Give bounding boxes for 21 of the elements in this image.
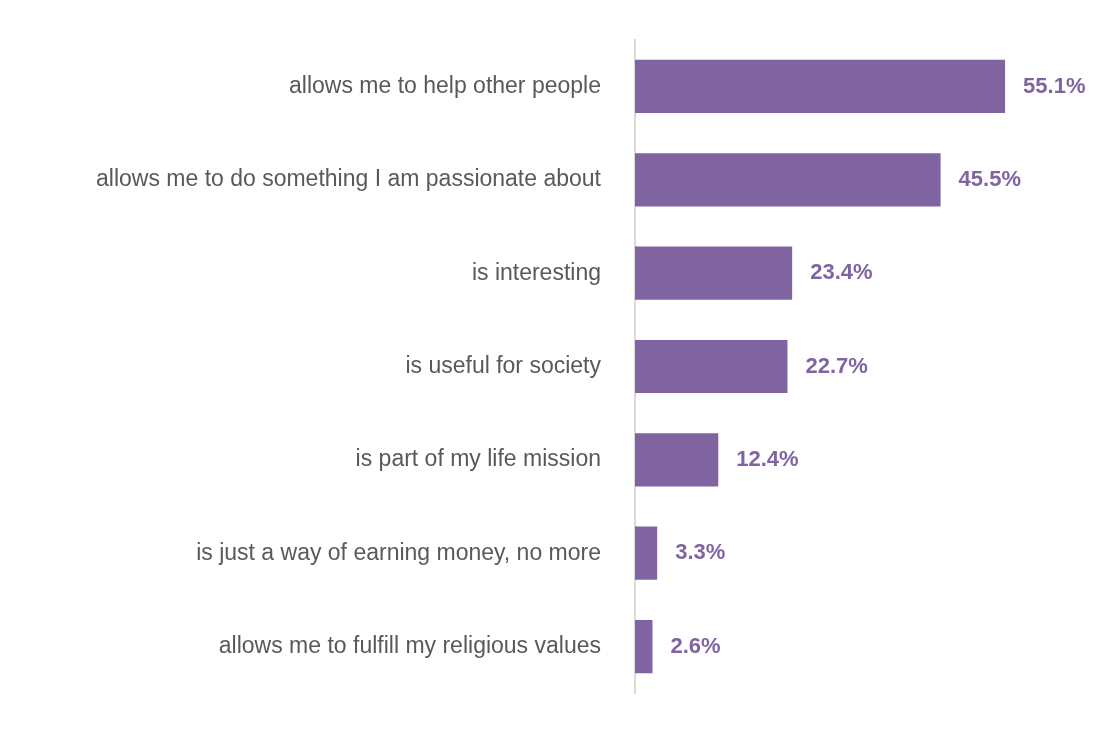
- data-label: 12.4%: [736, 445, 799, 471]
- data-label: 22.7%: [805, 352, 868, 378]
- data-label: 2.6%: [670, 632, 721, 658]
- y-tick-label: is part of my life mission: [355, 445, 601, 472]
- bar: [635, 246, 793, 300]
- data-label: 23.4%: [810, 259, 873, 285]
- bar: [635, 59, 1006, 114]
- data-label: 45.5%: [958, 165, 1021, 191]
- y-tick-label: allows me to do something I am passionate about: [95, 165, 602, 192]
- y-tick-label: is useful for society: [405, 351, 602, 378]
- bar: [635, 619, 653, 674]
- data-label: 55.1%: [1023, 72, 1086, 98]
- y-tick-label: allows me to fulfill my religious values: [218, 631, 601, 658]
- y-tick-label: allows me to help other people: [289, 71, 601, 98]
- y-tick-label: is just a way of earning money, no more: [196, 538, 601, 565]
- bar: [635, 433, 719, 487]
- data-label: 3.3%: [675, 539, 726, 565]
- bar: [635, 526, 658, 580]
- bar: [635, 153, 941, 207]
- bar: [635, 339, 788, 394]
- y-tick-label: is interesting: [471, 258, 601, 285]
